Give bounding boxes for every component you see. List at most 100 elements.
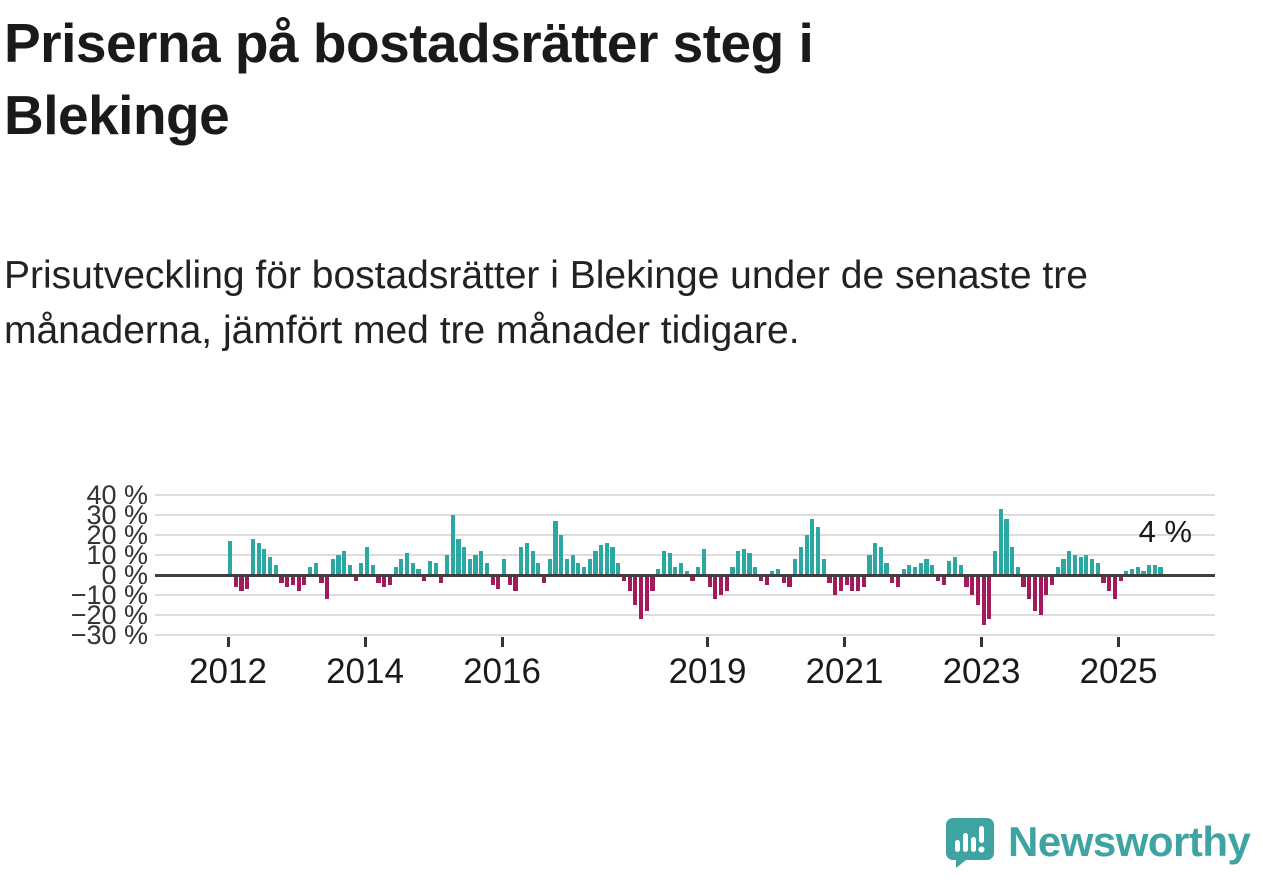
bar [930, 565, 935, 575]
x-axis-tick [980, 637, 983, 647]
bar [907, 565, 912, 575]
bar [239, 575, 244, 591]
bar [696, 567, 701, 575]
bar [484, 563, 490, 575]
bar [307, 567, 313, 575]
bar [439, 575, 444, 583]
bar [633, 575, 638, 605]
bar [1101, 575, 1106, 583]
bar [502, 559, 507, 575]
bar [256, 543, 261, 575]
bar [1107, 575, 1112, 591]
bar [1044, 575, 1049, 595]
bar [741, 549, 746, 575]
newsworthy-wordmark: Newsworthy [1008, 818, 1251, 865]
bar [1129, 569, 1135, 575]
bar-chart-speech-bubble-icon [946, 818, 994, 868]
bar [844, 575, 849, 585]
bar [564, 559, 569, 575]
bar [1010, 547, 1015, 575]
bar [764, 575, 769, 585]
gridline [155, 634, 1215, 636]
bar [604, 543, 609, 575]
bar [547, 559, 552, 575]
bar [964, 575, 969, 587]
bar [1021, 575, 1026, 587]
bar [313, 563, 318, 575]
bar [559, 535, 564, 575]
bar [473, 555, 478, 575]
bar [370, 565, 375, 575]
bar [456, 539, 461, 575]
bar [644, 575, 649, 611]
bar [524, 543, 530, 575]
bar [753, 567, 758, 575]
bar [462, 547, 467, 575]
bar [1089, 559, 1095, 575]
bar [941, 575, 946, 585]
x-axis-label: 2019 [668, 652, 747, 691]
y-axis-label: 30 % [86, 500, 148, 530]
bar [833, 575, 838, 595]
bar [1055, 567, 1060, 575]
bar [1112, 575, 1117, 599]
x-axis-tick [500, 637, 504, 647]
gridline [155, 534, 1215, 536]
bar [901, 569, 906, 575]
x-axis-tick [226, 637, 230, 647]
bar [1124, 571, 1129, 575]
x-axis-label: 2016 [463, 652, 541, 691]
y-axis-label: 40 % [86, 480, 148, 510]
bar [770, 571, 775, 575]
x-axis-label: 2025 [1079, 652, 1158, 691]
bar [776, 569, 781, 575]
bar [684, 571, 689, 575]
x-axis-label: 2014 [326, 652, 404, 691]
bar [279, 575, 284, 583]
bar [1032, 575, 1038, 611]
bar [267, 557, 273, 575]
bar [233, 575, 238, 587]
y-axis-label: 20 % [86, 520, 148, 550]
bar [1158, 567, 1163, 575]
bar [570, 555, 575, 575]
bar [433, 563, 438, 575]
bar [1078, 557, 1083, 575]
bar [855, 575, 861, 591]
bar [1118, 575, 1123, 581]
y-axis-label: −30 % [70, 620, 148, 650]
bar [530, 551, 535, 575]
bar [347, 565, 353, 575]
bar [656, 569, 661, 575]
bar [987, 575, 992, 619]
bar [513, 575, 518, 591]
bar [850, 575, 855, 591]
bar [758, 575, 764, 581]
bar [1135, 567, 1140, 575]
bar [593, 551, 598, 575]
bar [793, 559, 798, 575]
bar [1015, 567, 1020, 575]
bar [798, 547, 804, 575]
bar [701, 549, 706, 575]
bar [781, 575, 786, 583]
bar [639, 575, 644, 619]
bar [895, 575, 901, 587]
bar [952, 557, 958, 575]
bar [399, 559, 404, 575]
y-axis-label: −20 % [70, 600, 148, 630]
bar [747, 553, 752, 575]
x-axis-label: 2021 [805, 652, 884, 691]
gridline [155, 594, 1215, 596]
bar [838, 575, 843, 591]
bar [678, 563, 684, 575]
bar [690, 575, 695, 581]
plot-area [155, 494, 1215, 636]
bar [924, 559, 929, 575]
bar [815, 527, 821, 575]
bar [228, 541, 233, 575]
bar [918, 563, 923, 575]
bar [1038, 575, 1043, 615]
bar [873, 543, 878, 575]
bar [718, 575, 724, 595]
